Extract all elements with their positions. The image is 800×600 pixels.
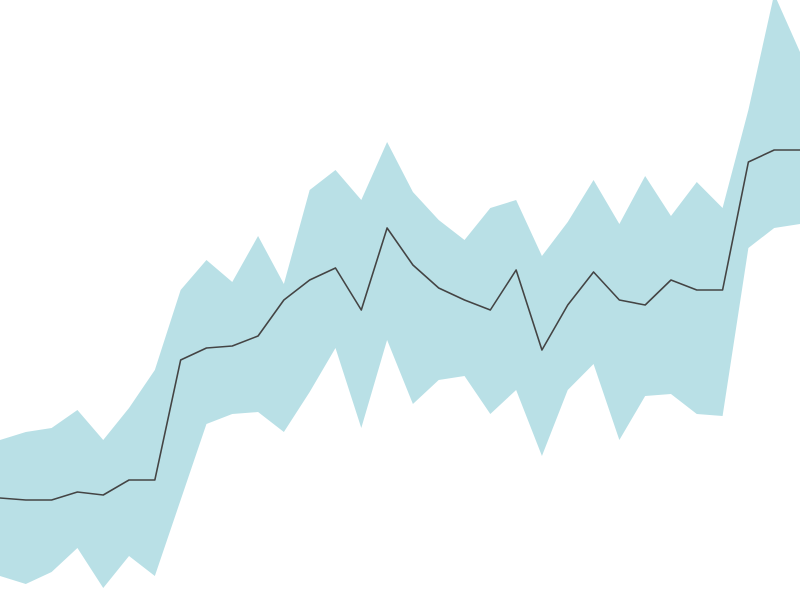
line-band-chart bbox=[0, 0, 800, 600]
confidence-band bbox=[0, 0, 800, 588]
chart-container bbox=[0, 0, 800, 600]
